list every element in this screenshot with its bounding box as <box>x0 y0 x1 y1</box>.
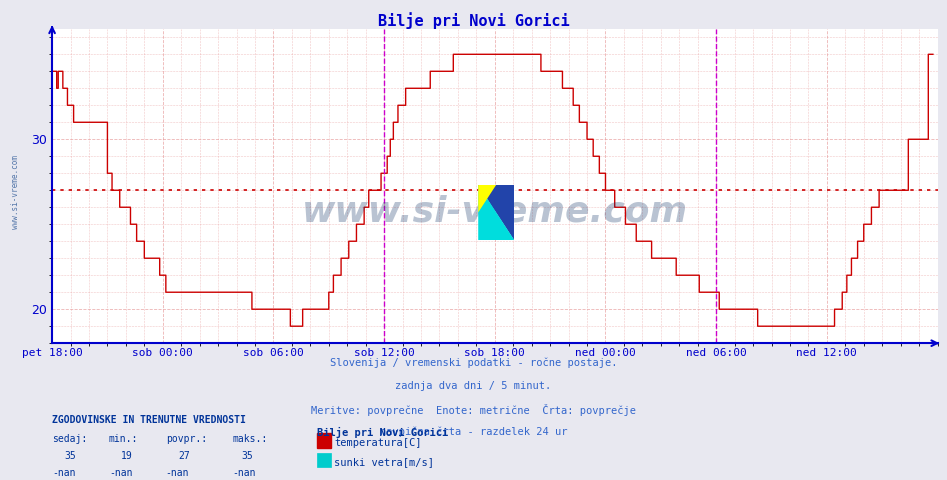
Text: sunki vetra[m/s]: sunki vetra[m/s] <box>334 457 435 467</box>
Polygon shape <box>478 185 514 240</box>
Text: -nan: -nan <box>166 468 189 478</box>
Polygon shape <box>478 185 514 240</box>
Text: navpična črta - razdelek 24 ur: navpična črta - razdelek 24 ur <box>380 427 567 437</box>
Text: min.:: min.: <box>109 434 138 444</box>
Polygon shape <box>478 185 496 212</box>
Text: 35: 35 <box>64 451 76 461</box>
Text: 27: 27 <box>178 451 189 461</box>
Text: ZGODOVINSKE IN TRENUTNE VREDNOSTI: ZGODOVINSKE IN TRENUTNE VREDNOSTI <box>52 415 246 425</box>
Text: -nan: -nan <box>52 468 76 478</box>
Text: Slovenija / vremenski podatki - ročne postaje.: Slovenija / vremenski podatki - ročne po… <box>330 358 617 368</box>
Text: maks.:: maks.: <box>232 434 267 444</box>
Text: povpr.:: povpr.: <box>166 434 206 444</box>
Text: -nan: -nan <box>232 468 256 478</box>
Text: 19: 19 <box>121 451 133 461</box>
Text: Meritve: povprečne  Enote: metrične  Črta: povprečje: Meritve: povprečne Enote: metrične Črta:… <box>311 404 636 416</box>
Text: 35: 35 <box>241 451 253 461</box>
Text: Bilje pri Novi Gorici: Bilje pri Novi Gorici <box>317 427 449 438</box>
Text: Bilje pri Novi Gorici: Bilje pri Novi Gorici <box>378 12 569 29</box>
Text: www.si-vreme.com: www.si-vreme.com <box>11 155 21 229</box>
Text: -nan: -nan <box>109 468 133 478</box>
Text: zadnja dva dni / 5 minut.: zadnja dva dni / 5 minut. <box>396 381 551 391</box>
Text: sedaj:: sedaj: <box>52 434 87 444</box>
Text: temperatura[C]: temperatura[C] <box>334 438 421 448</box>
Text: www.si-vreme.com: www.si-vreme.com <box>302 194 688 228</box>
